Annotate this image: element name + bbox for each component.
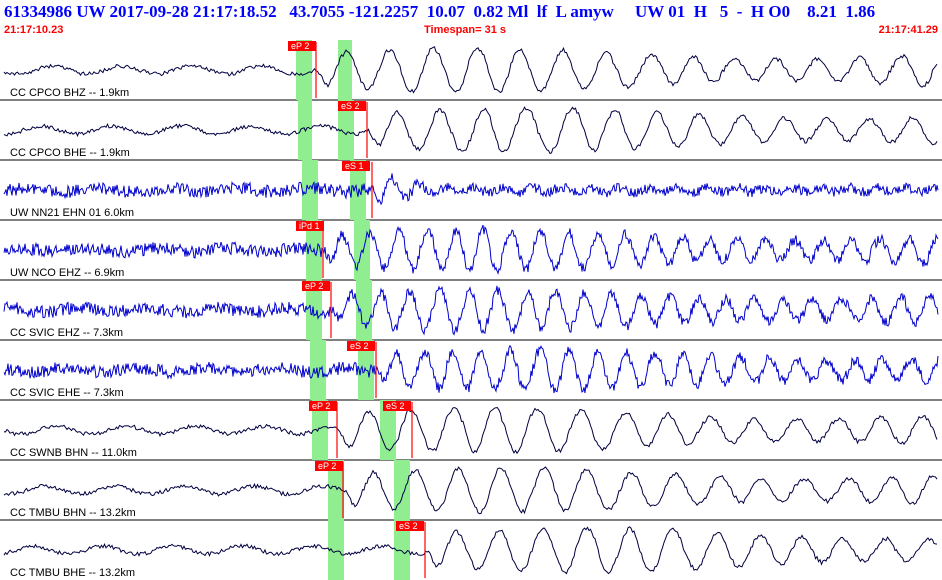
phase-pick-label: eS 2 <box>341 101 360 111</box>
panel-separators <box>0 99 942 521</box>
phase-pick-box[interactable] <box>315 461 343 471</box>
s-window <box>338 40 352 100</box>
s-window <box>394 460 410 520</box>
waveform-trace[interactable] <box>3 46 938 94</box>
phase-pick-box[interactable] <box>296 221 324 231</box>
phase-pick-box[interactable] <box>309 401 337 411</box>
p-window <box>306 280 322 340</box>
waveform-trace[interactable] <box>3 285 939 336</box>
timespan-label: Timespan= 31 s <box>424 24 507 36</box>
s-window <box>350 160 366 220</box>
waveform-panel[interactable]: eP 2 eS 2 eS 1 iPd 1 eP 2 eS 2 eP 2 eS 2 eP 2 eS … <box>0 38 942 580</box>
secondary-pick-box[interactable] <box>383 401 411 411</box>
trace-label: CC CPCO BHZ -- 1.9km <box>10 87 129 99</box>
end-time-label: 21:17:41.29 <box>878 24 938 36</box>
phase-pick-box[interactable] <box>347 341 375 351</box>
phase-pick-label: eS 1 <box>345 161 364 171</box>
trace-label: CC TMBU BHN -- 13.2km <box>10 507 136 519</box>
p-window <box>312 400 328 460</box>
waveform-trace[interactable] <box>3 526 938 575</box>
start-time-label: 21:17:10.23 <box>4 24 64 36</box>
s-window <box>380 400 396 460</box>
waveform-trace[interactable] <box>3 406 938 455</box>
trace-label: CC CPCO BHE -- 1.9km <box>10 147 130 159</box>
waveform-trace[interactable] <box>3 173 939 206</box>
waveform-trace[interactable] <box>3 466 938 515</box>
waveform-traces <box>3 46 939 575</box>
phase-pick-box[interactable] <box>338 101 366 111</box>
phase-pick-label: iPd 1 <box>299 221 320 231</box>
s-window <box>394 520 410 580</box>
waveform-trace[interactable] <box>3 224 939 275</box>
phase-pick-box[interactable] <box>302 281 330 291</box>
secondary-pick-label: eS 2 <box>386 401 405 411</box>
phase-pick-label: eS 2 <box>350 341 369 351</box>
waveform-trace[interactable] <box>3 344 939 394</box>
trace-label: UW NN21 EHN 01 6.0km <box>10 207 134 219</box>
phase-pick-box[interactable] <box>288 41 316 51</box>
p-window <box>302 160 318 220</box>
s-window <box>338 100 354 160</box>
p-window <box>310 340 326 400</box>
phase-pick-label: eP 2 <box>312 401 330 411</box>
phase-pick-box[interactable] <box>396 521 424 531</box>
phase-picks: eP 2 eS 2 eS 1 iPd 1 eP 2 eS 2 eP 2 eS 2 eP 2 eS … <box>288 41 426 578</box>
s-window <box>356 280 372 340</box>
phase-pick-label: eP 2 <box>318 461 336 471</box>
phase-pick-label: eP 2 <box>291 41 309 51</box>
phase-pick-box[interactable] <box>342 161 370 171</box>
p-window <box>328 520 344 580</box>
trace-label: UW NCO EHZ -- 6.9km <box>10 267 124 279</box>
trace-label: CC SVIC EHZ -- 7.3km <box>10 327 123 339</box>
event-summary-header: 61334986 UW 2017-09-28 21:17:18.52 43.70… <box>4 2 876 21</box>
trace-label: CC SWNB BHN -- 11.0km <box>10 447 137 459</box>
phase-pick-label: eS 2 <box>399 521 418 531</box>
trace-label: CC SVIC EHE -- 7.3km <box>10 387 124 399</box>
trace-labels: CC CPCO BHZ -- 1.9km CC CPCO BHE -- 1.9km… <box>10 87 137 579</box>
pick-windows <box>296 40 410 580</box>
phase-pick-label: eP 2 <box>305 281 323 291</box>
p-window <box>296 40 312 100</box>
p-window <box>328 460 344 520</box>
waveform-trace[interactable] <box>3 106 938 155</box>
trace-label: CC TMBU BHE -- 13.2km <box>10 567 135 579</box>
